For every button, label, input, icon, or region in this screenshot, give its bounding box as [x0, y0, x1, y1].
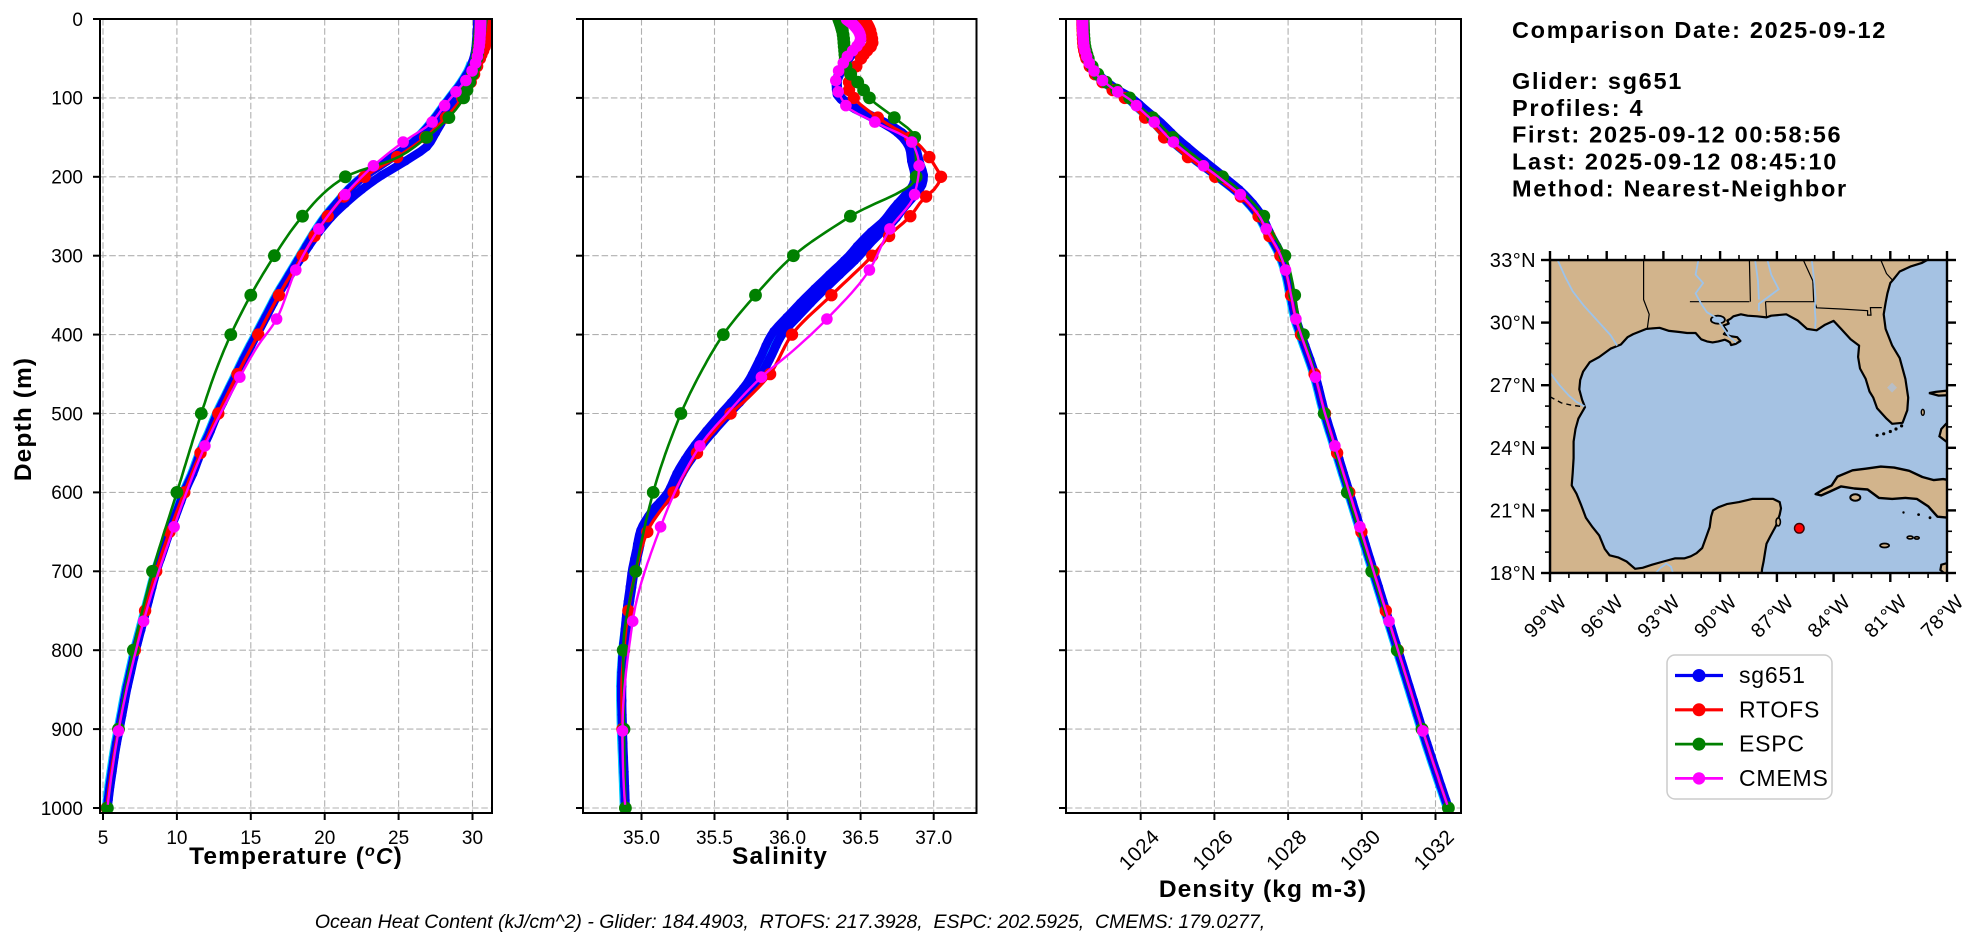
svg-text:35.5: 35.5 — [696, 828, 733, 849]
svg-text:24°N: 24°N — [1490, 438, 1536, 460]
svg-text:Salinity: Salinity — [732, 843, 828, 870]
svg-text:400: 400 — [51, 325, 83, 346]
svg-text:20: 20 — [314, 828, 335, 849]
svg-text:300: 300 — [51, 247, 83, 268]
svg-text:33°N: 33°N — [1490, 250, 1536, 272]
svg-text:100: 100 — [51, 89, 83, 110]
svg-text:35.0: 35.0 — [623, 828, 660, 849]
svg-text:36.0: 36.0 — [769, 828, 806, 849]
svg-text:800: 800 — [51, 641, 83, 662]
svg-text:21°N: 21°N — [1490, 500, 1536, 522]
svg-text:700: 700 — [51, 562, 83, 583]
svg-text:27°N: 27°N — [1490, 375, 1536, 397]
svg-text:Comparison Date: 2025-09-12: Comparison Date: 2025-09-12 — [1512, 17, 1887, 43]
svg-text:5: 5 — [98, 828, 109, 849]
svg-text:600: 600 — [51, 483, 83, 504]
svg-text:10: 10 — [166, 828, 187, 849]
svg-text:30: 30 — [462, 828, 483, 849]
svg-text:Method: Nearest-Neighbor: Method: Nearest-Neighbor — [1512, 175, 1848, 201]
svg-text:36.5: 36.5 — [842, 828, 879, 849]
svg-text:37.0: 37.0 — [915, 828, 952, 849]
svg-text:15: 15 — [240, 828, 261, 849]
svg-text:Last: 2025-09-12 08:45:10: Last: 2025-09-12 08:45:10 — [1512, 149, 1838, 175]
svg-text:Depth (m): Depth (m) — [10, 357, 37, 481]
svg-text:30°N: 30°N — [1490, 313, 1536, 335]
svg-text:sg651: sg651 — [1739, 662, 1806, 688]
svg-text:1000: 1000 — [41, 799, 83, 820]
svg-text:900: 900 — [51, 720, 83, 741]
svg-text:18°N: 18°N — [1490, 563, 1536, 585]
svg-text:Glider: sg651: Glider: sg651 — [1512, 68, 1683, 94]
svg-text:CMEMS: CMEMS — [1739, 765, 1829, 791]
svg-text:25: 25 — [388, 828, 409, 849]
svg-text:200: 200 — [51, 168, 83, 189]
svg-text:RTOFS: RTOFS — [1739, 696, 1820, 722]
svg-text:Ocean Heat Content (kJ/cm^2) -: Ocean Heat Content (kJ/cm^2) - Glider: 1… — [315, 911, 1265, 933]
svg-text:First: 2025-09-12 00:58:56: First: 2025-09-12 00:58:56 — [1512, 122, 1842, 148]
svg-text:Density (kg m-3): Density (kg m-3) — [1159, 876, 1367, 903]
svg-text:Profiles: 4: Profiles: 4 — [1512, 95, 1644, 121]
svg-text:0: 0 — [72, 10, 83, 31]
svg-text:500: 500 — [51, 404, 83, 425]
svg-text:ESPC: ESPC — [1739, 731, 1805, 757]
